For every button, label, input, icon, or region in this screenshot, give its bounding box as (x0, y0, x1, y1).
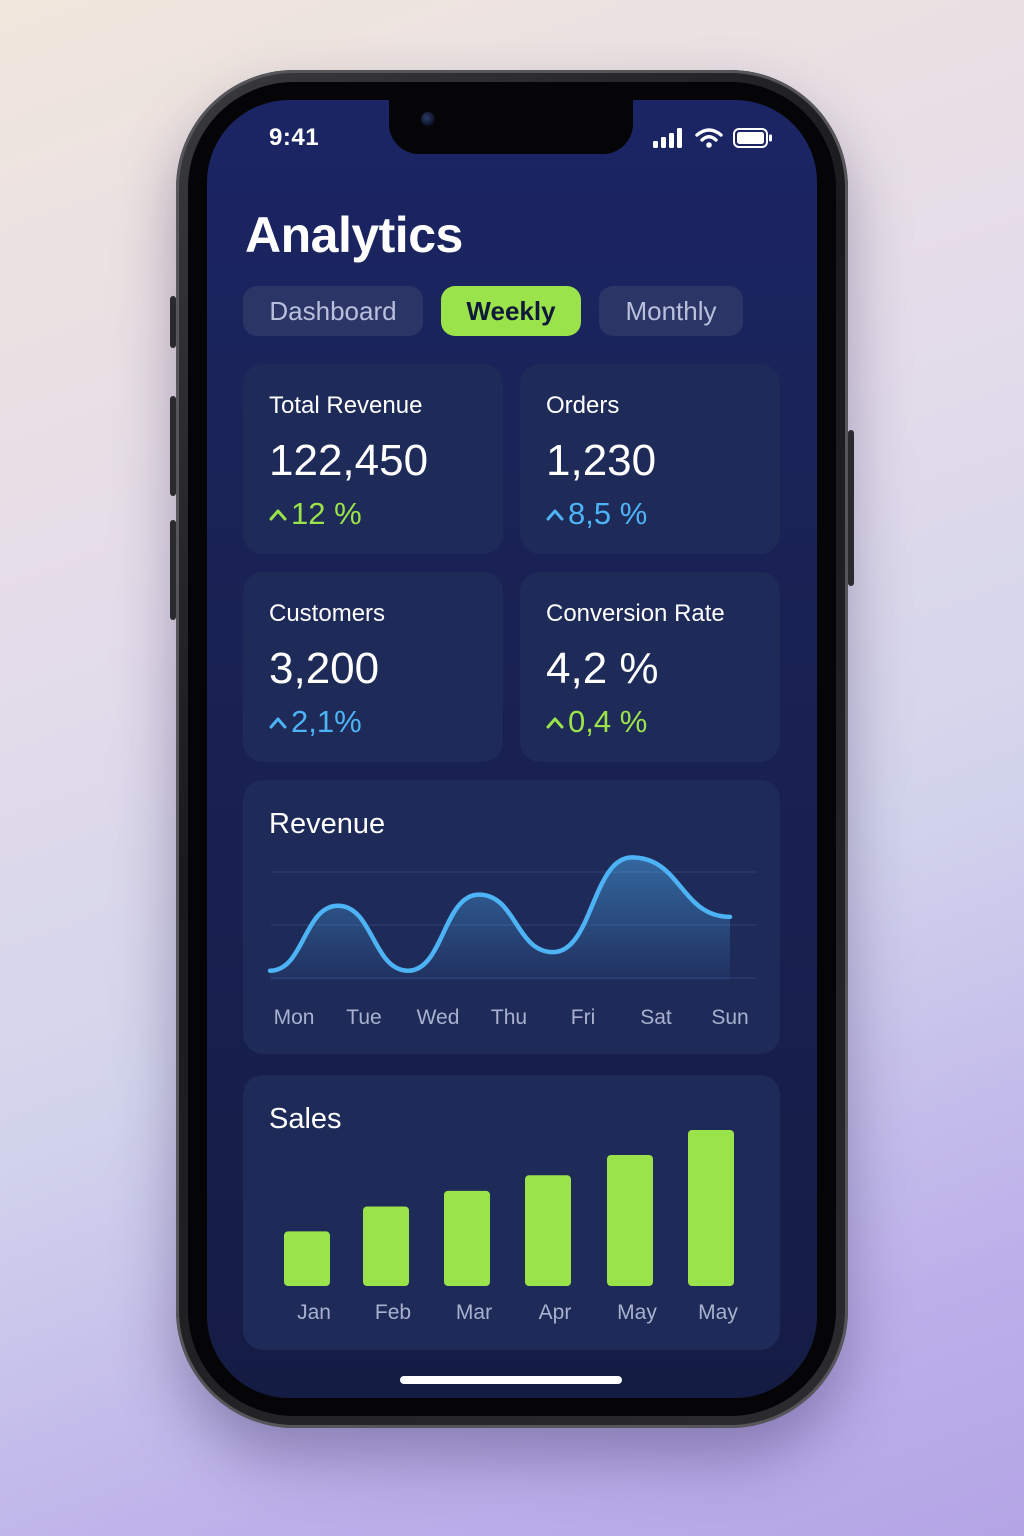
sales-bar-1 (363, 1206, 409, 1286)
stat-card-orders[interactable]: Orders 1,230 8,5 % (520, 364, 780, 554)
chevron-up-icon (546, 509, 564, 521)
chevron-up-icon (546, 717, 564, 729)
tab-weekly[interactable]: Weekly (441, 286, 581, 336)
stat-change: 0,4 % (546, 704, 647, 740)
stat-value: 1,230 (546, 436, 657, 485)
stat-change-value: 8,5 % (568, 496, 648, 531)
cellular-signal-icon (653, 128, 685, 153)
revenue-x-tick-sat: Sat (640, 1006, 672, 1029)
sales-x-tick-0: Jan (297, 1301, 331, 1324)
stat-change: 8,5 % (546, 496, 647, 532)
stat-value: 4,2 % (546, 644, 659, 693)
sales-x-tick-2: Mar (455, 1301, 493, 1324)
chevron-up-icon (269, 717, 287, 729)
front-camera (421, 112, 435, 126)
sales-chart-title: Sales (269, 1103, 342, 1135)
chevron-up-icon (269, 509, 287, 521)
status-icons (653, 128, 773, 153)
stat-value: 3,200 (269, 644, 380, 693)
tab-dashboard[interactable]: Dashboard (243, 286, 423, 336)
stat-change: 12 % (269, 496, 362, 532)
stat-card-total-revenue[interactable]: Total Revenue 122,450 12 % (243, 364, 503, 554)
revenue-x-tick-sun: Sun (711, 1006, 749, 1029)
stat-card-conversion-rate[interactable]: Conversion Rate 4,2 % 0,4 % (520, 572, 780, 762)
revenue-x-tick-tue: Tue (346, 1006, 382, 1029)
stat-label: Orders (546, 392, 620, 419)
revenue-chart-card: Revenue Mon Tue Wed Thu Fri Sat Sun (243, 780, 780, 1054)
stat-change-value: 0,4 % (568, 704, 648, 739)
revenue-series-line (267, 855, 733, 973)
sales-x-tick-4: May (617, 1301, 657, 1324)
notch (389, 100, 633, 154)
tab-monthly[interactable]: Monthly (599, 286, 743, 336)
revenue-chart-title: Revenue (269, 808, 386, 840)
wifi-icon (695, 128, 723, 153)
period-tabs: Dashboard Weekly Monthly (243, 286, 743, 336)
sales-x-tick-1: Feb (374, 1301, 412, 1324)
sales-bar-0 (284, 1231, 330, 1286)
revenue-area-fill (270, 857, 730, 980)
home-indicator[interactable] (400, 1376, 622, 1384)
status-time: 9:41 (269, 124, 320, 151)
volume-down-button (170, 520, 176, 620)
revenue-x-tick-mon: Mon (273, 1006, 315, 1029)
power-button (848, 430, 854, 586)
sales-bar-4 (607, 1154, 653, 1286)
stat-label: Customers (269, 600, 386, 627)
stat-value: 122,450 (269, 436, 429, 485)
sales-bar-2 (444, 1190, 490, 1286)
sales-bar-chart (284, 1130, 734, 1286)
stat-card-customers[interactable]: Customers 3,200 2,1% (243, 572, 503, 762)
page-title: Analytics (245, 207, 463, 263)
sales-x-tick-5: May (698, 1301, 738, 1324)
stat-change-value: 2,1% (291, 704, 362, 739)
sales-x-tick-3: Apr (538, 1301, 572, 1324)
revenue-x-tick-fri: Fri (570, 1006, 596, 1029)
stat-label: Conversion Rate (546, 600, 725, 627)
sales-bar-5 (688, 1130, 734, 1286)
revenue-x-tick-wed: Wed (416, 1006, 460, 1029)
battery-icon (733, 128, 773, 153)
revenue-x-tick-thu: Thu (490, 1006, 528, 1029)
stat-label: Total Revenue (269, 392, 423, 419)
stat-change-value: 12 % (291, 496, 362, 531)
volume-up-button (170, 396, 176, 496)
stat-change: 2,1% (269, 704, 362, 740)
sales-chart-card: Sales Jan Feb Mar Apr May May (243, 1075, 780, 1350)
revenue-line-chart (267, 855, 756, 980)
sales-bar-3 (525, 1175, 571, 1286)
app-screen: 9:41 Analytics Dashb (207, 100, 817, 1398)
action-button (170, 296, 176, 348)
